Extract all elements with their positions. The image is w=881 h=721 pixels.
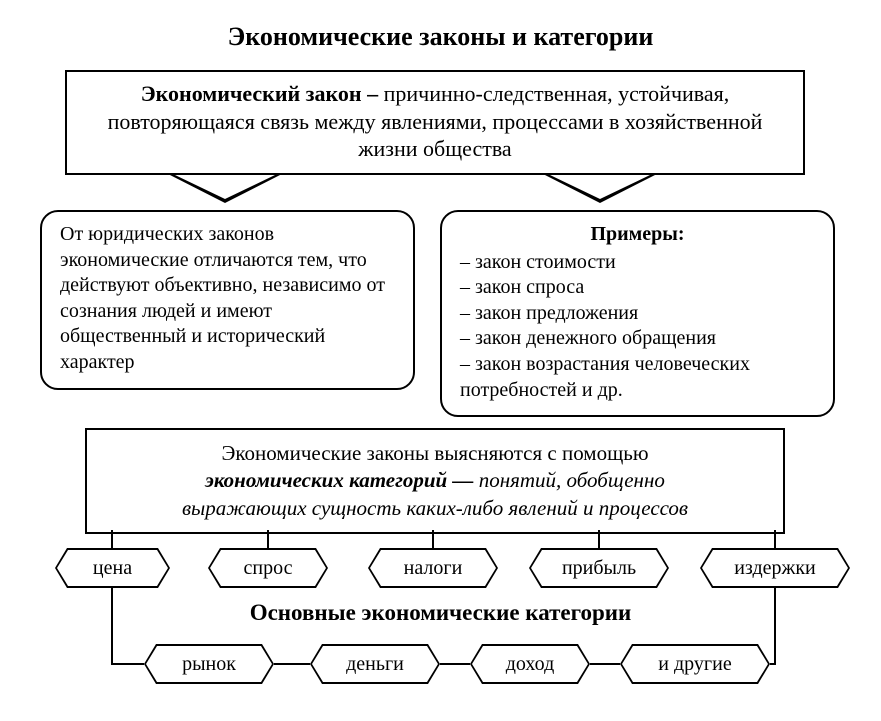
- category-node: издержки: [700, 548, 850, 588]
- mid-line2-rest: понятий, обобщенно: [473, 468, 664, 492]
- arrow-down-right-icon: [545, 175, 655, 203]
- definition-lead: Экономический закон –: [141, 81, 378, 106]
- example-item: – закон возрастания человеческих потребн…: [460, 352, 815, 403]
- definition-box: Экономический закон – причинно-следствен…: [65, 70, 805, 175]
- example-item: – закон денежного обращения: [460, 326, 815, 352]
- category-node: спрос: [208, 548, 328, 588]
- category-node: доход: [470, 644, 590, 684]
- arrow-down-left-icon: [170, 175, 280, 203]
- example-item: – закон стоимости: [460, 250, 815, 276]
- example-item: – закон предложения: [460, 301, 815, 327]
- category-node: деньги: [310, 644, 440, 684]
- difference-box: От юридических законов экономические отл…: [40, 210, 415, 390]
- mid-line1: Экономические законы выясняются с помощь…: [221, 441, 648, 465]
- categories-definition-box: Экономические законы выясняются с помощь…: [85, 428, 785, 534]
- mid-line2-bold: экономических категорий —: [205, 468, 473, 492]
- examples-box: Примеры: – закон стоимости – закон спрос…: [440, 210, 835, 417]
- mid-line3: выражающих сущность каких-либо явлений и…: [182, 496, 688, 520]
- category-node: рынок: [144, 644, 274, 684]
- category-node: и другие: [620, 644, 770, 684]
- example-item: – закон спроса: [460, 275, 815, 301]
- categories-subtitle: Основные экономические категории: [0, 600, 881, 626]
- page-title: Экономические законы и категории: [0, 22, 881, 52]
- difference-text: От юридических законов экономические отл…: [60, 223, 385, 373]
- category-node: налоги: [368, 548, 498, 588]
- category-node: цена: [55, 548, 170, 588]
- examples-header: Примеры:: [460, 222, 815, 248]
- category-node: прибыль: [529, 548, 669, 588]
